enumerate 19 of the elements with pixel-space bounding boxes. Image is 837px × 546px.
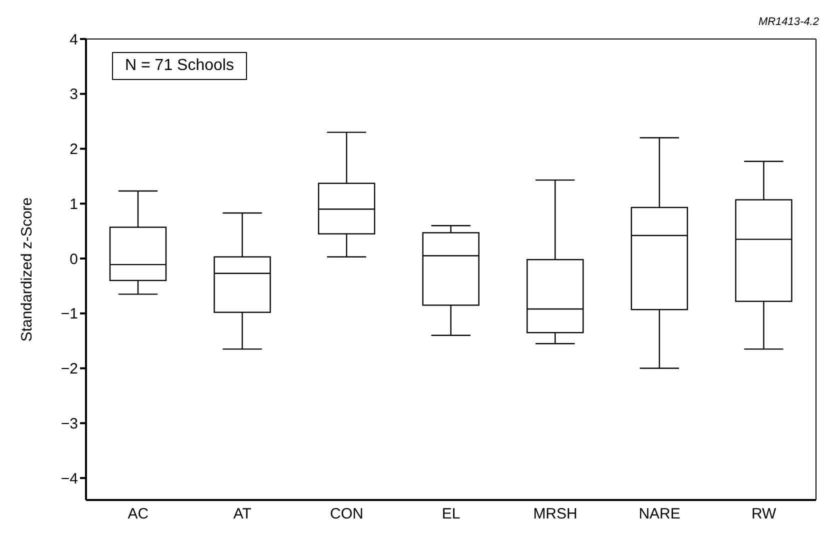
x-tick-label: MRSH <box>533 506 578 523</box>
y-tick-label: −3 <box>60 415 78 432</box>
x-tick-label: EL <box>442 506 460 523</box>
x-tick-label: AC <box>128 506 149 523</box>
y-tick-label: −4 <box>60 470 78 488</box>
y-tick-label: 4 <box>70 31 78 48</box>
y-tick-label: 1 <box>70 196 78 213</box>
x-tick-label: RW <box>751 506 778 523</box>
y-tick-label: 2 <box>70 141 78 158</box>
annotation: N = 71 Schools <box>112 52 247 80</box>
x-tick-label: CON <box>330 506 364 523</box>
y-axis-title: Standardized z-Score <box>18 197 36 342</box>
y-tick-label: 3 <box>70 86 78 104</box>
y-tick-label: −1 <box>60 306 78 323</box>
text: MR1413-4.2 <box>758 16 819 28</box>
x-tick-label: NARE <box>638 506 680 523</box>
y-tick-label: 0 <box>70 250 78 268</box>
x-tick-label: AT <box>233 506 252 523</box>
y-tick-label: −2 <box>60 360 78 378</box>
